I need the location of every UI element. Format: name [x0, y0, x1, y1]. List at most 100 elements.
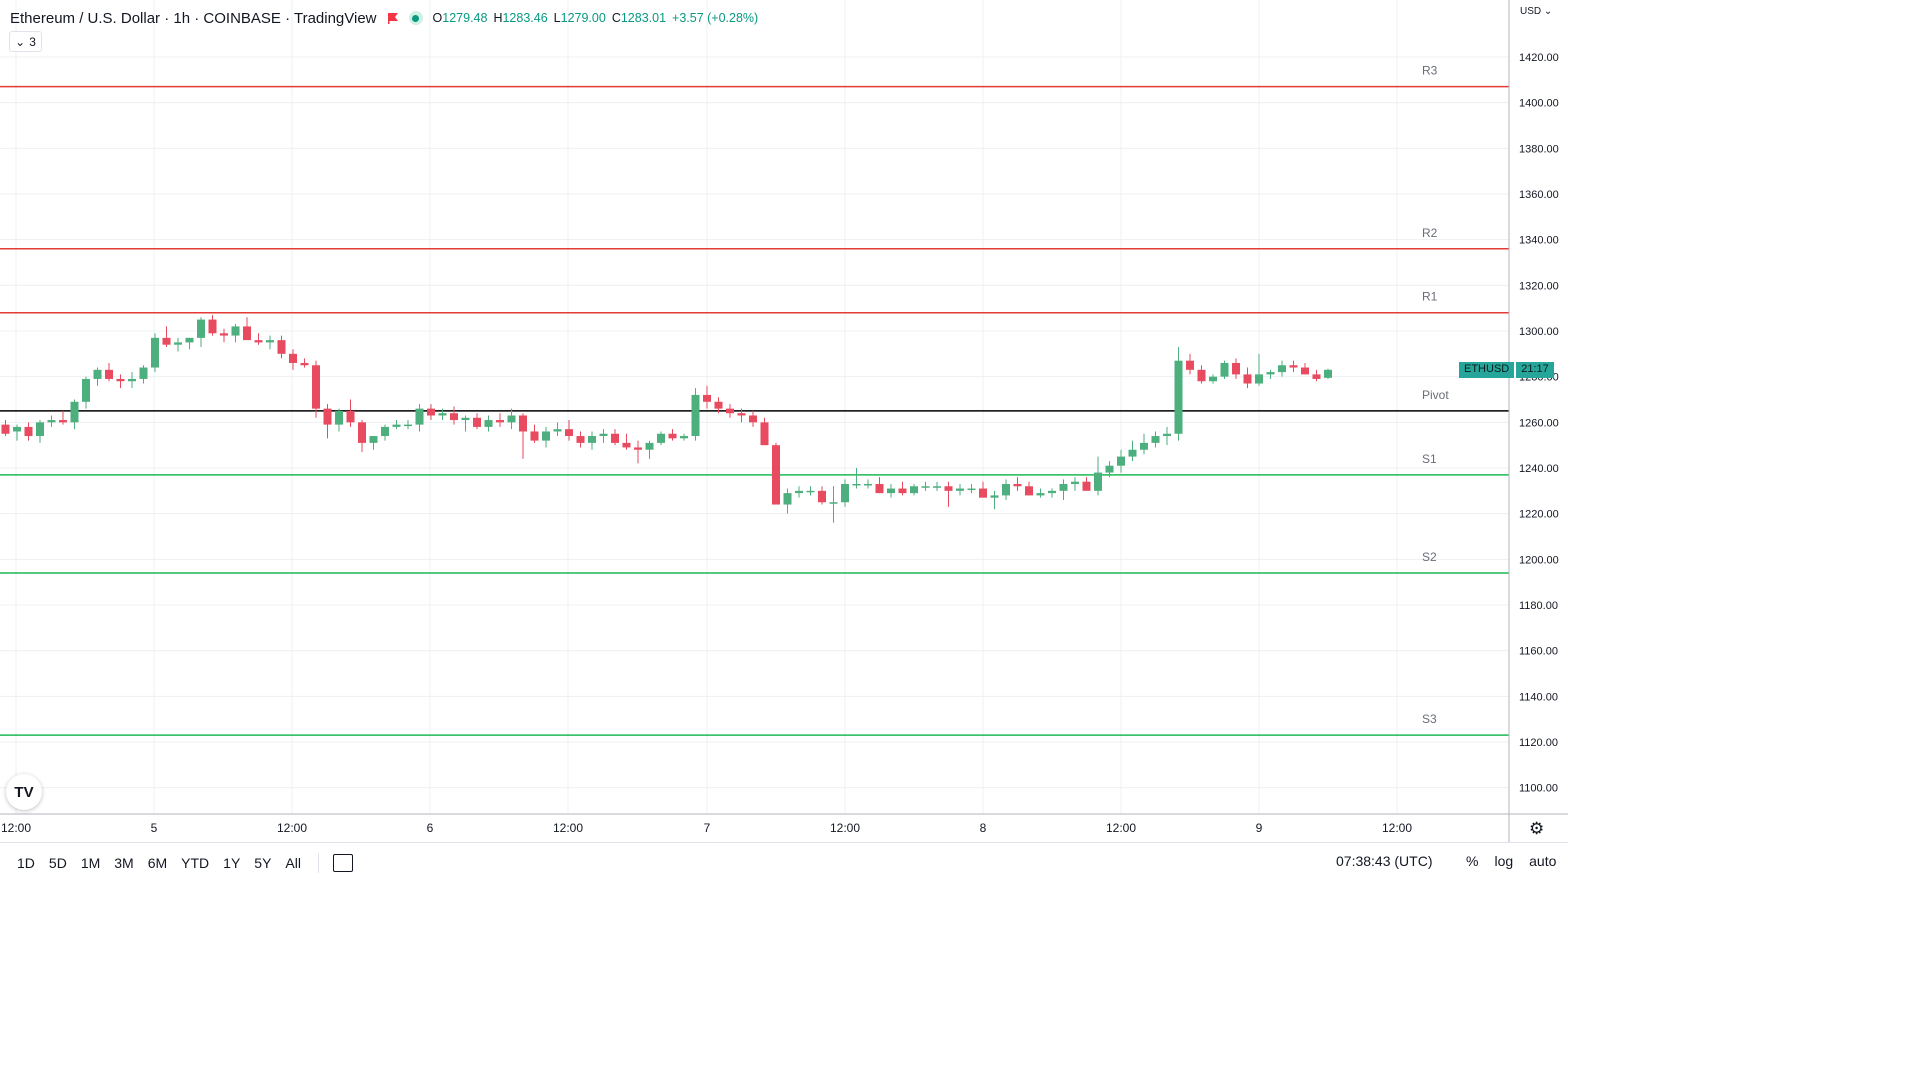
- candle-body[interactable]: [599, 433, 608, 437]
- candle-body[interactable]: [323, 408, 332, 425]
- candle-body[interactable]: [565, 429, 573, 437]
- candle-body[interactable]: [13, 426, 21, 432]
- candle-body[interactable]: [507, 415, 516, 423]
- percent-scale-button[interactable]: %: [1466, 853, 1479, 869]
- candle-body[interactable]: [24, 426, 33, 437]
- range-button-3m[interactable]: 3M: [114, 855, 134, 871]
- candle-body[interactable]: [1209, 376, 1217, 382]
- candle-body[interactable]: [542, 431, 550, 441]
- candle-body[interactable]: [519, 415, 527, 432]
- candle-body[interactable]: [910, 486, 918, 494]
- candle-body[interactable]: [208, 319, 217, 334]
- candle-body[interactable]: [990, 495, 999, 498]
- candle-body[interactable]: [864, 483, 872, 486]
- candle-body[interactable]: [289, 353, 297, 363]
- candle-body[interactable]: [772, 445, 780, 505]
- candle-body[interactable]: [197, 319, 205, 338]
- candle-body[interactable]: [243, 326, 251, 341]
- range-button-all[interactable]: All: [285, 855, 301, 871]
- candle-body[interactable]: [496, 420, 504, 423]
- candle-body[interactable]: [634, 447, 642, 450]
- auto-scale-button[interactable]: auto: [1529, 853, 1557, 869]
- candle-body[interactable]: [921, 486, 930, 488]
- candle-body[interactable]: [714, 401, 723, 409]
- candle-body[interactable]: [933, 486, 941, 488]
- candle-body[interactable]: [703, 394, 711, 402]
- candle-body[interactable]: [1255, 374, 1263, 384]
- candle-body[interactable]: [404, 424, 412, 427]
- candle-body[interactable]: [760, 422, 769, 446]
- candle-body[interactable]: [1048, 490, 1056, 494]
- utc-clock[interactable]: 07:38:43 (UTC): [1336, 853, 1433, 869]
- candle-body[interactable]: [530, 431, 539, 441]
- candle-body[interactable]: [726, 408, 734, 414]
- candle-body[interactable]: [1266, 372, 1275, 375]
- candle-body[interactable]: [668, 433, 677, 439]
- candle-body[interactable]: [1082, 481, 1091, 491]
- candle-body[interactable]: [220, 333, 228, 336]
- candle-body[interactable]: [1071, 481, 1079, 484]
- candle-body[interactable]: [967, 488, 976, 491]
- flag-icon[interactable]: [387, 12, 399, 24]
- time-axis[interactable]: 12:00 5 12:00 6 12:00 7 12:00 8 12:00 9 12:00: [0, 813, 1568, 835]
- candle-body[interactable]: [979, 488, 987, 498]
- candle-body[interactable]: [818, 490, 826, 503]
- candle-body[interactable]: [956, 488, 964, 491]
- range-button-ytd[interactable]: YTD: [181, 855, 210, 871]
- candle-body[interactable]: [266, 340, 274, 343]
- candle-body[interactable]: [369, 436, 378, 443]
- candle-body[interactable]: [1301, 367, 1309, 375]
- candle-body[interactable]: [1197, 369, 1206, 382]
- candle-body[interactable]: [680, 436, 688, 439]
- candle-body[interactable]: [783, 493, 792, 505]
- candle-body[interactable]: [105, 369, 113, 379]
- candle-body[interactable]: [1128, 449, 1137, 457]
- candle-body[interactable]: [312, 365, 320, 409]
- candle-body[interactable]: [1025, 486, 1033, 496]
- candle-body[interactable]: [1220, 362, 1229, 377]
- candle-body[interactable]: [622, 442, 631, 448]
- candle-body[interactable]: [254, 340, 263, 343]
- candle-body[interactable]: [392, 424, 401, 427]
- candle-body[interactable]: [806, 490, 815, 493]
- candle-body[interactable]: [128, 378, 136, 382]
- candle-body[interactable]: [944, 486, 953, 491]
- tradingview-logo-icon[interactable]: TV: [6, 774, 42, 810]
- candle-body[interactable]: [415, 408, 424, 425]
- candle-body[interactable]: [1174, 360, 1183, 434]
- symbol-title[interactable]: Ethereum / U.S. Dollar · 1h · COINBASE ·…: [10, 9, 377, 27]
- candle-body[interactable]: [346, 410, 355, 423]
- candle-body[interactable]: [59, 420, 67, 423]
- candle-body[interactable]: [93, 369, 102, 379]
- candle-body[interactable]: [611, 433, 619, 443]
- candle-body[interactable]: [588, 436, 596, 443]
- candle-body[interactable]: [185, 337, 194, 343]
- candle-body[interactable]: [841, 483, 849, 503]
- candle-body[interactable]: [484, 420, 493, 427]
- candle-body[interactable]: [1163, 433, 1171, 437]
- candle-body[interactable]: [381, 426, 389, 437]
- candle-body[interactable]: [1002, 483, 1010, 496]
- candle-body[interactable]: [887, 488, 895, 494]
- candle-body[interactable]: [691, 394, 700, 437]
- candle-body[interactable]: [645, 442, 654, 450]
- candle-body[interactable]: [1324, 369, 1332, 378]
- candle-body[interactable]: [898, 488, 907, 494]
- candle-body[interactable]: [335, 410, 343, 425]
- candle-body[interactable]: [657, 433, 665, 443]
- candle-body[interactable]: [139, 367, 148, 379]
- calendar-range-icon[interactable]: [332, 854, 353, 872]
- candle-body[interactable]: [300, 362, 309, 366]
- candle-body[interactable]: [358, 422, 366, 443]
- candle-body[interactable]: [737, 413, 746, 416]
- candle-body[interactable]: [1, 424, 10, 434]
- gear-icon[interactable]: ⚙: [1529, 819, 1545, 838]
- range-button-5y[interactable]: 5Y: [254, 855, 272, 871]
- candle-body[interactable]: [1186, 360, 1194, 370]
- candle-body[interactable]: [151, 337, 159, 368]
- candle-body[interactable]: [749, 415, 757, 423]
- candle-body[interactable]: [70, 401, 79, 423]
- candle-body[interactable]: [47, 420, 56, 423]
- candle-body[interactable]: [36, 422, 44, 437]
